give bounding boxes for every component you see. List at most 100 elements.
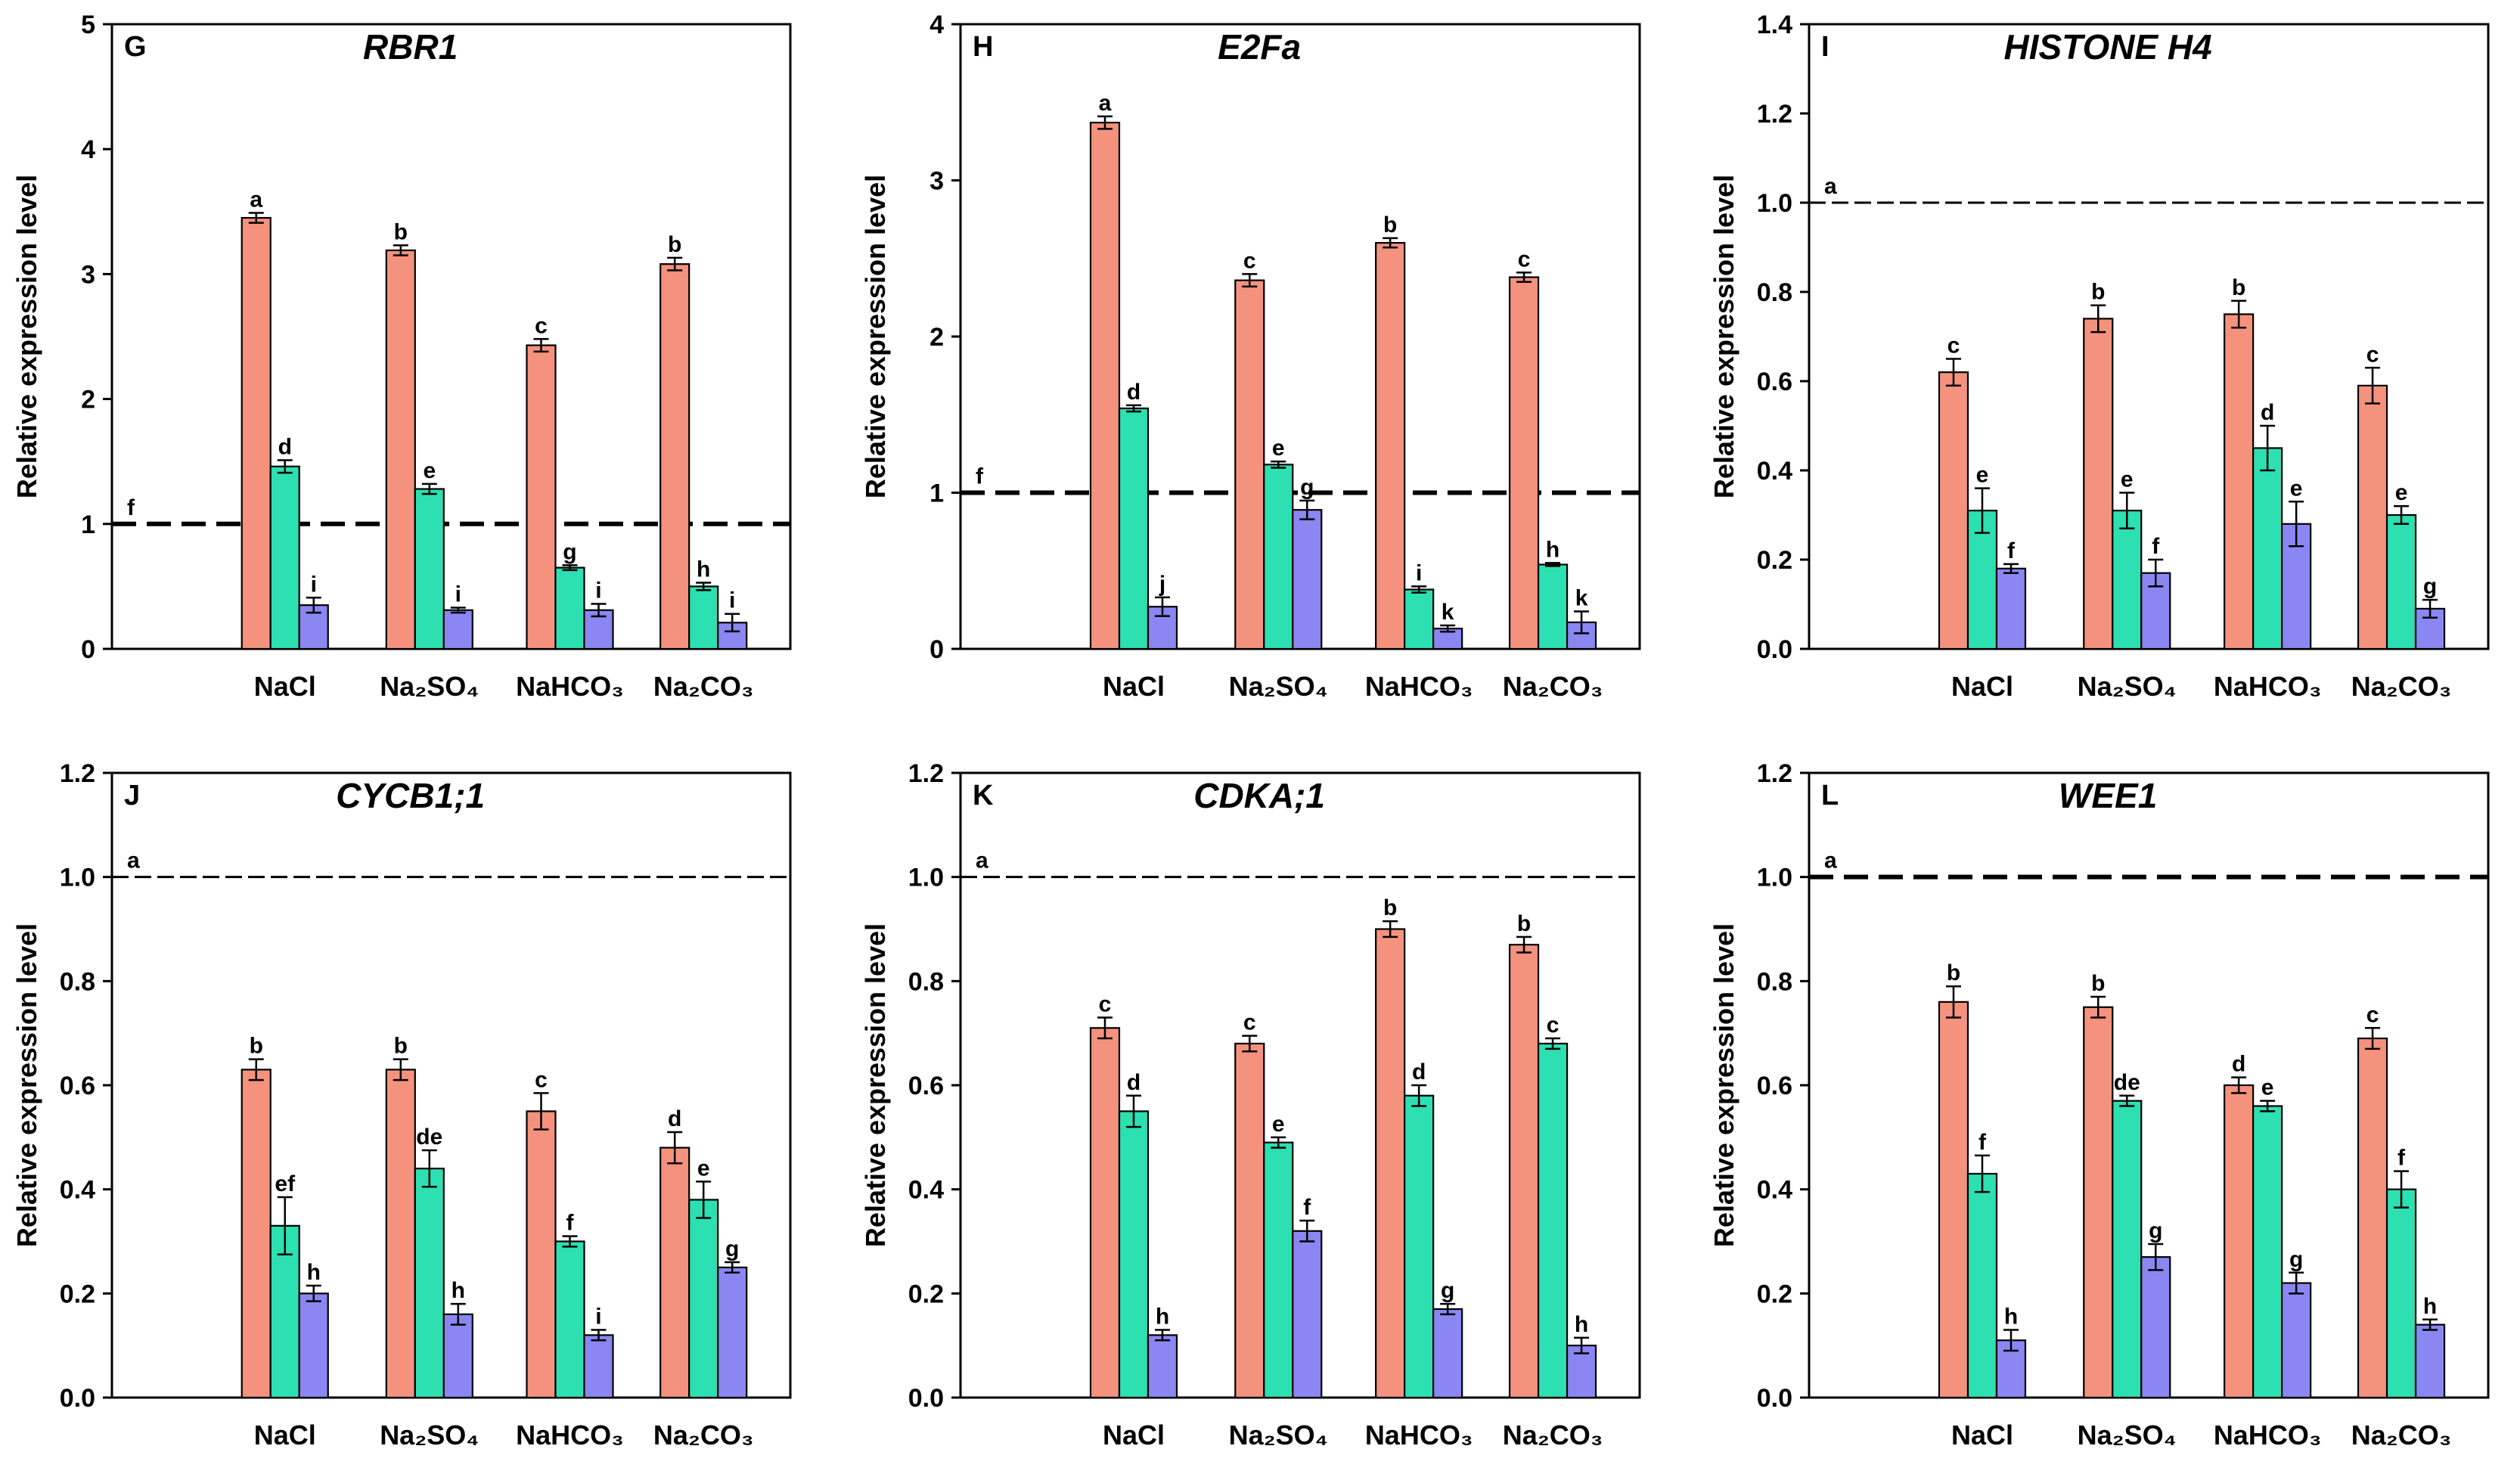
bar [1118, 407, 1150, 650]
bar [2140, 572, 2171, 650]
bar [385, 249, 416, 650]
significance-letter: b [1517, 911, 1531, 936]
significance-letter: d [1412, 1060, 1426, 1084]
bar [1147, 1334, 1178, 1399]
bar [1938, 371, 1969, 650]
significance-letter: f [1978, 1130, 1987, 1155]
error-bar [562, 1235, 578, 1248]
error-bar [1411, 1084, 1427, 1107]
y-tick-label: 1.2 [60, 759, 95, 788]
error-bar [1545, 562, 1561, 567]
error-bar [2365, 1027, 2381, 1050]
category-label: Na₂CO₃ [653, 671, 754, 702]
error-bar [1945, 358, 1961, 387]
y-tick-label: 3 [929, 167, 944, 196]
bar [1234, 279, 1265, 650]
bar [1375, 242, 1406, 650]
bar [2252, 1105, 2283, 1399]
bar [1375, 928, 1406, 1399]
error-bar [1574, 610, 1590, 635]
significance-letter: f [566, 1211, 574, 1236]
bar [1432, 1308, 1463, 1399]
significance-letter: e [1272, 436, 1285, 461]
significance-letter: g [2289, 1247, 2303, 1272]
error-bar [2289, 501, 2304, 548]
y-tick-label: 1.0 [1757, 189, 1792, 218]
y-tick-label: 2 [81, 386, 95, 414]
bar [2357, 384, 2388, 650]
significance-letter: i [455, 582, 461, 607]
significance-letter: g [2423, 574, 2437, 599]
significance-letter: c [2366, 1002, 2379, 1027]
significance-letter: b [2091, 971, 2105, 996]
error-bar [1299, 1219, 1315, 1243]
bar [554, 566, 585, 650]
error-bar [667, 256, 683, 271]
bar [1508, 944, 1540, 1399]
category-label: NaCl [1951, 1419, 2013, 1451]
bar [688, 585, 719, 650]
y-tick-label: 0.0 [1757, 635, 1792, 664]
error-bar [393, 244, 408, 256]
gene-title: RBR1 [363, 27, 458, 67]
y-tick-label: 0.2 [60, 1280, 95, 1308]
category-label: Na₂SO₄ [380, 1419, 479, 1451]
y-tick-label: 0.0 [60, 1384, 95, 1413]
bar [1508, 276, 1540, 650]
error-bar [1125, 404, 1141, 413]
significance-letter: i [729, 588, 735, 613]
error-bar [1516, 271, 1532, 283]
error-bar [725, 1261, 740, 1274]
error-bar [696, 1181, 712, 1219]
significance-letter: e [2261, 1075, 2274, 1100]
error-bar [277, 1196, 293, 1255]
significance-letter: c [2366, 342, 2379, 367]
bar [1537, 563, 1569, 650]
control-letter: a [976, 849, 988, 873]
significance-letter: e [697, 1156, 710, 1181]
bar [414, 488, 445, 650]
error-bar [1383, 920, 1398, 939]
bar [385, 1069, 416, 1399]
panel-j: 0.0 0.2 0.4 0.6 0.8 1.0 1.2 Relative expression… [11, 759, 792, 1451]
significance-letter: k [1575, 585, 1588, 610]
gene-title: WEE1 [2059, 776, 2157, 815]
y-tick-label: 0.8 [1757, 278, 1792, 307]
bar [1292, 509, 1323, 650]
bar [659, 263, 691, 650]
panel-g: 0 1 2 3 4 5 Relative expression level G RBR1 f a d i… [11, 11, 792, 702]
bar [1089, 121, 1121, 650]
error-bar [1945, 985, 1961, 1019]
bar [2357, 1037, 2388, 1399]
control-letter: f [976, 464, 984, 489]
panel-letter: J [124, 780, 140, 811]
significance-letter: g [1441, 1278, 1454, 1303]
error-bar [306, 1284, 321, 1302]
gene-title: E2Fa [1218, 27, 1301, 67]
y-axis-label: Relative expression level [1708, 175, 1739, 498]
bar [2112, 1100, 2143, 1399]
category-label: NaCl [1103, 1419, 1165, 1451]
bar [1292, 1230, 1323, 1399]
bar [2414, 1323, 2446, 1399]
error-bar [421, 482, 437, 495]
significance-letter: b [394, 1034, 408, 1059]
y-tick-label: 2 [929, 323, 944, 352]
y-tick-label: 1.4 [1757, 11, 1792, 39]
category-label: Na₂CO₃ [653, 1419, 754, 1451]
error-bar [1242, 1035, 1258, 1053]
error-bar [1154, 596, 1170, 617]
y-axis-label: Relative expression level [1708, 923, 1739, 1247]
significance-letter: e [2121, 467, 2134, 492]
y-axis-label: Relative expression level [11, 175, 42, 498]
significance-letter: g [563, 539, 576, 564]
significance-letter: b [250, 1034, 263, 1059]
category-label: NaHCO₃ [516, 1419, 624, 1451]
error-bar [277, 459, 293, 474]
category-label: Na₂SO₄ [380, 671, 479, 702]
significance-letter: a [1099, 91, 1112, 116]
category-label: NaCl [254, 671, 316, 702]
y-tick-label: 1.0 [1757, 864, 1792, 892]
y-tick-label: 5 [81, 11, 95, 39]
